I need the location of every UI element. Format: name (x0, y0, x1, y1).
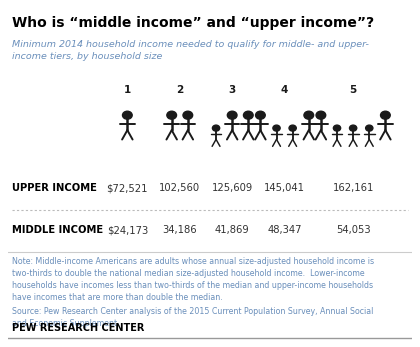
Circle shape (349, 125, 357, 131)
Text: Source: Pew Research Center analysis of the 2015 Current Population Survey, Annu: Source: Pew Research Center analysis of … (13, 307, 374, 328)
Text: 125,609: 125,609 (212, 184, 253, 194)
Text: $24,173: $24,173 (107, 225, 148, 235)
Circle shape (123, 111, 132, 119)
Text: UPPER INCOME: UPPER INCOME (13, 184, 97, 194)
Circle shape (167, 111, 176, 119)
Circle shape (227, 111, 237, 119)
Text: Who is “middle income” and “upper income”?: Who is “middle income” and “upper income… (13, 16, 375, 30)
Text: 145,041: 145,041 (264, 184, 305, 194)
Text: Note: Middle-income Americans are adults whose annual size-adjusted household in: Note: Middle-income Americans are adults… (13, 257, 375, 302)
Circle shape (244, 111, 253, 119)
Circle shape (255, 111, 265, 119)
Text: MIDDLE INCOME: MIDDLE INCOME (13, 225, 104, 235)
Text: 34,186: 34,186 (163, 225, 197, 235)
Text: 54,053: 54,053 (336, 225, 370, 235)
Text: 162,161: 162,161 (333, 184, 374, 194)
Circle shape (333, 125, 341, 131)
Circle shape (366, 125, 373, 131)
Text: PEW RESEARCH CENTER: PEW RESEARCH CENTER (13, 323, 145, 333)
Circle shape (316, 111, 326, 119)
Circle shape (381, 111, 390, 119)
Circle shape (304, 111, 314, 119)
Text: 3: 3 (228, 85, 236, 95)
Circle shape (289, 125, 296, 131)
Text: 2: 2 (176, 85, 184, 95)
Text: 1: 1 (124, 85, 131, 95)
Text: 5: 5 (349, 85, 357, 95)
Text: 48,347: 48,347 (268, 225, 302, 235)
Text: $72,521: $72,521 (107, 184, 148, 194)
Circle shape (213, 125, 220, 131)
Text: Minimum 2014 household income needed to qualify for middle- and upper-
income ti: Minimum 2014 household income needed to … (13, 40, 369, 61)
Circle shape (183, 111, 193, 119)
Circle shape (273, 125, 280, 131)
Text: 4: 4 (281, 85, 288, 95)
Text: 102,560: 102,560 (159, 184, 200, 194)
Text: 41,869: 41,869 (215, 225, 249, 235)
